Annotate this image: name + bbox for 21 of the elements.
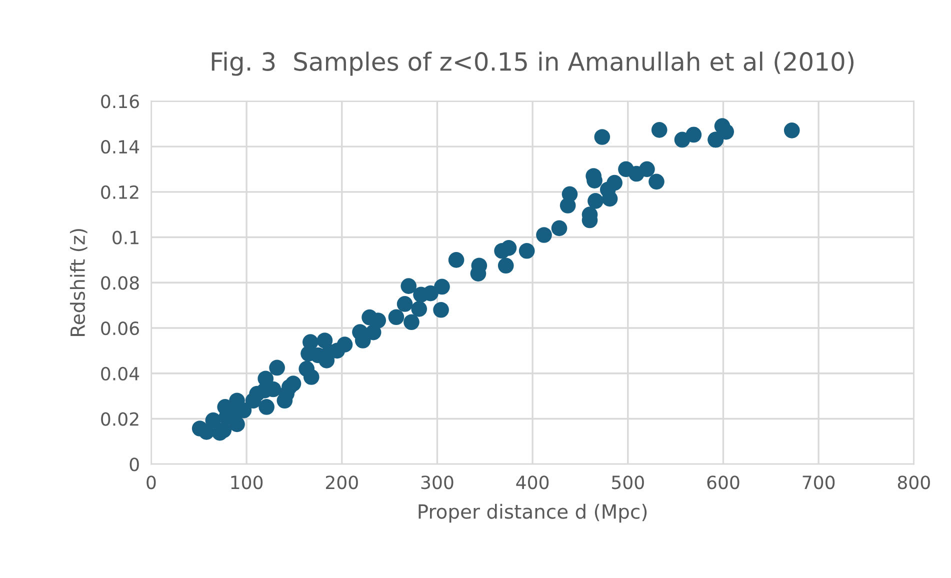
x-tick-label: 700 (802, 476, 835, 490)
x-tick-label: 100 (231, 476, 263, 490)
x-tick-label: 0 (146, 476, 156, 490)
chart-title: Fig. 3 Samples of z<0.15 in Amanullah et al (2010) (212, 52, 854, 76)
y-tick-label: 0.02 (101, 412, 138, 426)
x-axis-title: Proper distance d (Mpc) (418, 504, 647, 523)
x-tick-label: 600 (707, 476, 740, 490)
y-tick-label: 0.14 (101, 140, 140, 154)
x-tick-label: 200 (326, 476, 358, 490)
y-tick-label: 0.04 (101, 366, 140, 381)
y-tick-label: 0.08 (101, 276, 139, 290)
x-tick-label: 800 (898, 476, 930, 490)
y-tick-label: 0.16 (101, 94, 139, 108)
y-tick-label: 0.1 (112, 230, 138, 244)
x-tick-label: 400 (516, 476, 549, 490)
x-tick-label: 500 (612, 476, 644, 490)
y-tick-label: 0.12 (101, 185, 138, 200)
y-tick-label: 0.06 (101, 321, 139, 336)
y-axis-title: Redshift (z) (70, 229, 88, 336)
x-tick-label: 300 (421, 476, 454, 490)
y-tick-label: 0 (130, 458, 139, 472)
